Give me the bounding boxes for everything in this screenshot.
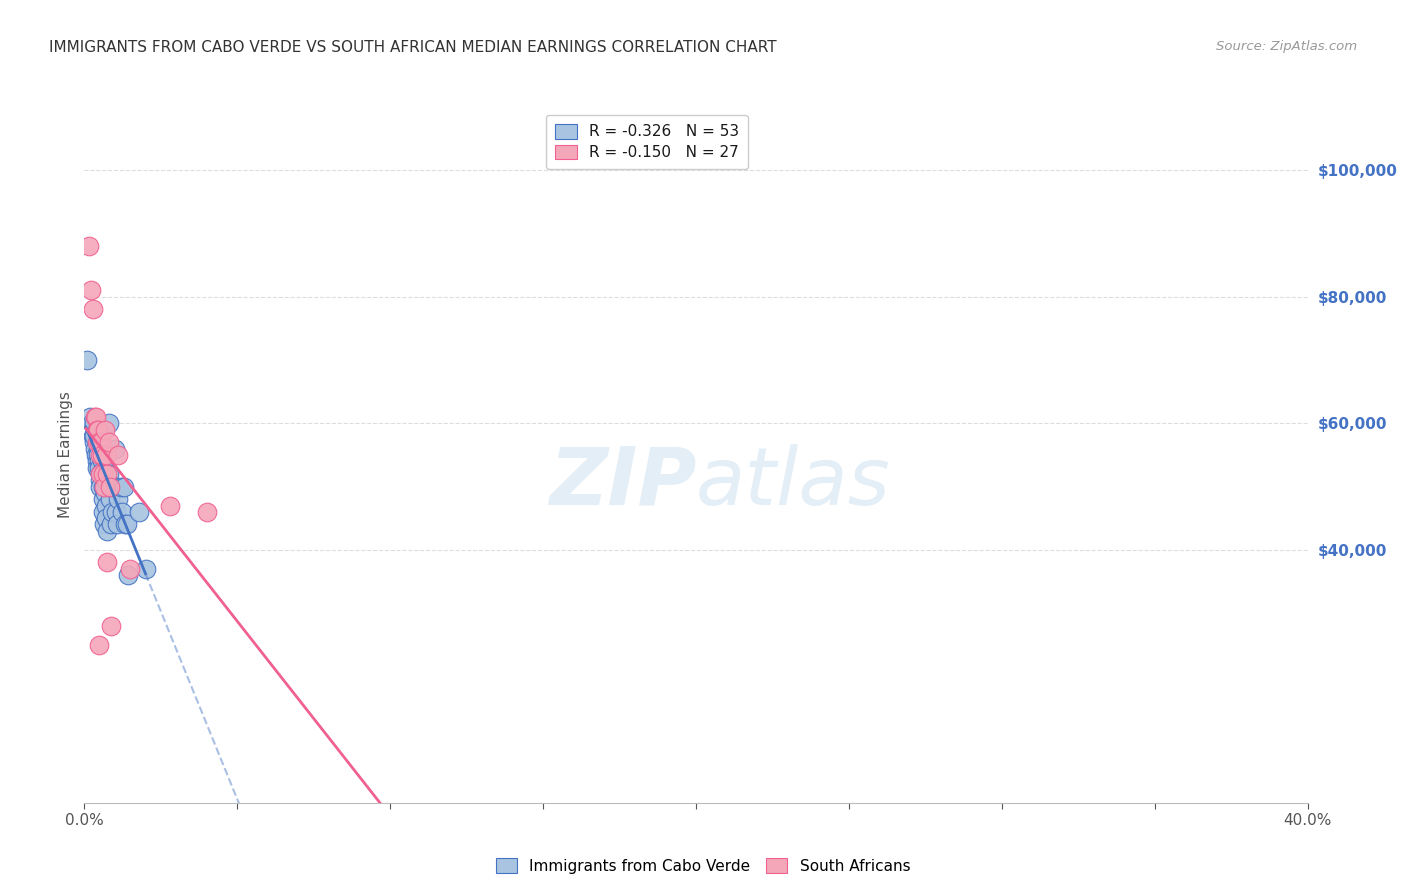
- Point: [87, 454, 110, 468]
- Point: [107, 448, 129, 462]
- Point: [105, 505, 128, 519]
- Point: [94, 486, 117, 500]
- Point: [93, 460, 115, 475]
- Point: [86, 435, 108, 450]
- Point: [114, 517, 136, 532]
- Point: [96, 511, 118, 525]
- Point: [80, 417, 103, 431]
- Point: [98, 479, 121, 493]
- Point: [195, 505, 218, 519]
- Legend: R = -0.326   N = 53, R = -0.150   N = 27: R = -0.326 N = 53, R = -0.150 N = 27: [546, 115, 748, 169]
- Point: [90, 429, 112, 443]
- Text: ZIP: ZIP: [548, 443, 696, 522]
- Point: [100, 517, 122, 532]
- Y-axis label: Median Earnings: Median Earnings: [58, 392, 73, 518]
- Point: [86, 423, 108, 437]
- Point: [98, 435, 121, 450]
- Point: [82, 302, 104, 317]
- Point: [111, 505, 134, 519]
- Point: [93, 517, 115, 532]
- Point: [89, 479, 111, 493]
- Point: [94, 499, 117, 513]
- Point: [98, 467, 121, 481]
- Point: [84, 409, 107, 424]
- Point: [83, 429, 105, 443]
- Point: [86, 460, 108, 475]
- Point: [97, 417, 120, 431]
- Point: [91, 467, 114, 481]
- Point: [86, 423, 108, 437]
- Point: [128, 505, 150, 519]
- Point: [90, 454, 112, 468]
- Point: [96, 467, 118, 481]
- Point: [96, 524, 118, 538]
- Point: [100, 618, 122, 632]
- Point: [90, 435, 112, 450]
- Point: [107, 492, 129, 507]
- Point: [112, 479, 135, 493]
- Point: [84, 448, 107, 462]
- Point: [87, 638, 110, 652]
- Point: [159, 499, 181, 513]
- Point: [87, 460, 110, 475]
- Point: [91, 467, 114, 481]
- Point: [120, 562, 142, 576]
- Point: [84, 409, 107, 424]
- Point: [83, 435, 105, 450]
- Point: [101, 479, 124, 493]
- Point: [76, 353, 98, 368]
- Point: [87, 423, 110, 437]
- Point: [135, 562, 157, 576]
- Point: [80, 284, 103, 298]
- Point: [93, 479, 115, 493]
- Point: [96, 556, 118, 570]
- Point: [84, 442, 107, 456]
- Point: [91, 479, 114, 493]
- Point: [101, 505, 124, 519]
- Point: [117, 568, 139, 582]
- Point: [89, 467, 111, 481]
- Text: atlas: atlas: [696, 443, 891, 522]
- Legend: Immigrants from Cabo Verde, South Africans: Immigrants from Cabo Verde, South Africa…: [489, 852, 917, 880]
- Point: [79, 409, 101, 424]
- Point: [82, 429, 104, 443]
- Point: [94, 473, 117, 487]
- Point: [77, 239, 100, 253]
- Point: [104, 479, 127, 493]
- Point: [89, 473, 111, 487]
- Point: [104, 442, 127, 456]
- Point: [87, 442, 110, 456]
- Point: [89, 467, 111, 481]
- Point: [91, 492, 114, 507]
- Point: [89, 448, 111, 462]
- Point: [86, 454, 108, 468]
- Text: Source: ZipAtlas.com: Source: ZipAtlas.com: [1216, 40, 1357, 54]
- Text: IMMIGRANTS FROM CABO VERDE VS SOUTH AFRICAN MEDIAN EARNINGS CORRELATION CHART: IMMIGRANTS FROM CABO VERDE VS SOUTH AFRI…: [49, 40, 778, 55]
- Point: [105, 517, 128, 532]
- Point: [83, 417, 105, 431]
- Point: [90, 442, 112, 456]
- Point: [87, 448, 110, 462]
- Point: [94, 423, 117, 437]
- Point: [115, 517, 138, 532]
- Point: [98, 492, 121, 507]
- Point: [91, 448, 114, 462]
- Point: [110, 479, 132, 493]
- Point: [91, 505, 114, 519]
- Point: [87, 435, 110, 450]
- Point: [86, 435, 108, 450]
- Point: [96, 448, 118, 462]
